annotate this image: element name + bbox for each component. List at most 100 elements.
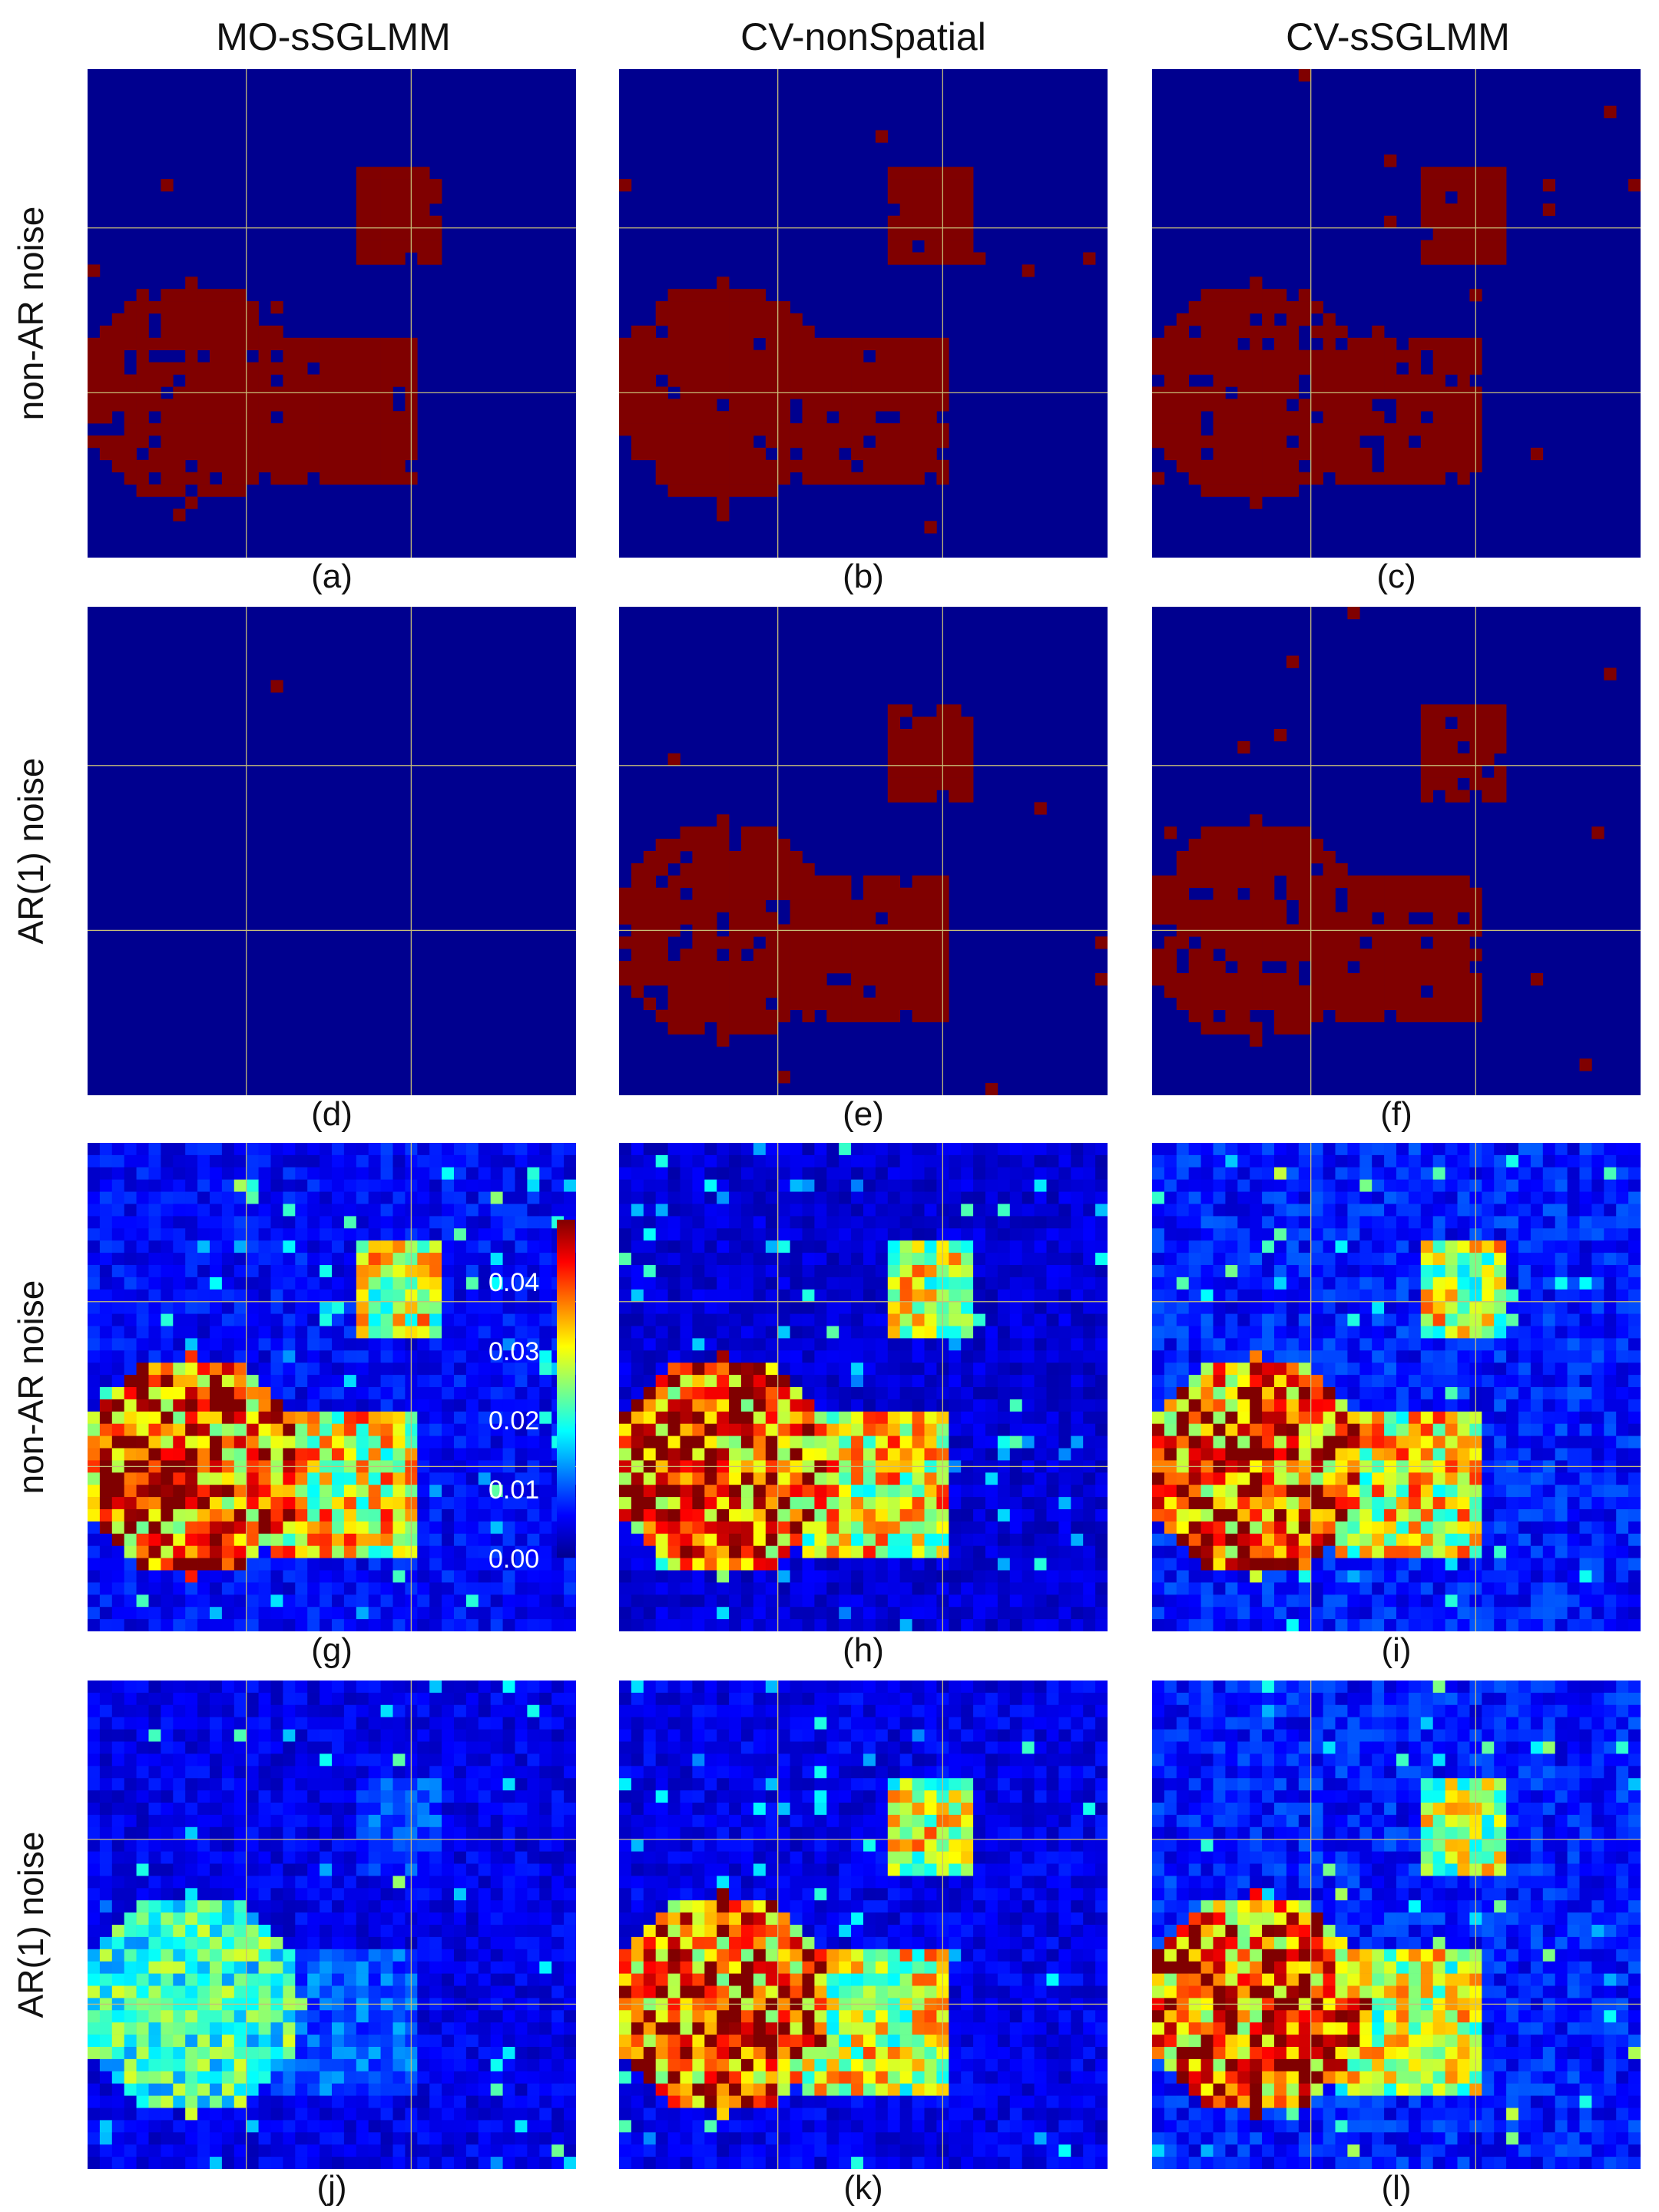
heatmap-cell [777, 839, 790, 852]
heatmap-cell [283, 349, 296, 363]
heatmap-cell [839, 985, 852, 998]
heatmap-cell [1083, 1289, 1096, 1303]
heatmap-cell [197, 1387, 210, 1400]
heatmap-cell [899, 936, 912, 949]
heatmap-cell [148, 1154, 161, 1168]
heatmap-cell [765, 851, 779, 864]
heatmap-cell [502, 1253, 515, 1266]
heatmap-cell [429, 1423, 442, 1436]
heatmap-cell [741, 1399, 754, 1412]
heatmap-cell [961, 1326, 974, 1339]
heatmap-cell [790, 1228, 803, 1241]
heatmap-cell [680, 1143, 693, 1156]
heatmap-cell [765, 484, 779, 497]
heatmap-cell [875, 374, 889, 387]
heatmap-cell [692, 863, 705, 876]
heatmap-cell [136, 472, 149, 485]
heatmap-cell [356, 1253, 369, 1266]
heatmap-cell [753, 1265, 767, 1278]
heatmap-cell [1457, 472, 1470, 485]
heatmap-cell [246, 1399, 259, 1412]
heatmap-cell [1335, 459, 1348, 473]
heatmap-cell [1152, 875, 1165, 889]
heatmap-cell [729, 447, 742, 461]
heatmap-cell [814, 435, 827, 449]
heatmap-cell [1274, 973, 1287, 986]
heatmap-cell [124, 1301, 137, 1314]
heatmap-cell [88, 1204, 101, 1217]
heatmap-cell [1188, 423, 1201, 436]
heatmap-cell [717, 814, 730, 827]
heatmap-cell [717, 936, 730, 949]
heatmap-cell [851, 1228, 864, 1241]
heatmap-cell [704, 349, 717, 363]
heatmap-cell [851, 1167, 864, 1181]
heatmap-cell [875, 1533, 889, 1547]
panel-b [619, 69, 1108, 558]
heatmap-cell [692, 349, 705, 363]
heatmap-cell [887, 374, 901, 387]
heatmap-cell [839, 1313, 852, 1326]
heatmap-cell [1046, 1375, 1059, 1388]
heatmap-cell [392, 191, 406, 204]
heatmap-cell [124, 1143, 137, 1156]
heatmap-cell [99, 1607, 113, 1620]
heatmap-cell [283, 374, 296, 387]
heatmap-cell [173, 1363, 186, 1376]
heatmap-cell [692, 1253, 705, 1266]
heatmap-cell [1022, 1191, 1035, 1204]
heatmap-cell [283, 1399, 296, 1412]
heatmap-cell [551, 1191, 565, 1204]
heatmap-cell [753, 1521, 767, 1535]
heatmap-cell [356, 1350, 369, 1363]
heatmap-cell [478, 1521, 492, 1535]
heatmap-cell [197, 1204, 210, 1217]
heatmap-cell [185, 1204, 198, 1217]
heatmap-cell [465, 1497, 479, 1510]
heatmap-cell [307, 1301, 320, 1314]
heatmap-cell [973, 1387, 986, 1400]
heatmap-cell [765, 1448, 779, 1461]
heatmap-cell [197, 1240, 210, 1253]
heatmap-cell [258, 423, 271, 436]
heatmap-cell [332, 1607, 345, 1620]
heatmap-cell [1396, 961, 1409, 974]
heatmap-cell [1384, 423, 1397, 436]
heatmap-cell [99, 325, 113, 339]
heatmap-cell [765, 459, 779, 473]
heatmap-cell [985, 1350, 998, 1363]
heatmap-cell [1009, 1313, 1023, 1326]
heatmap-cell [1372, 973, 1385, 986]
heatmap-cell [619, 179, 632, 192]
heatmap-cell [667, 1313, 680, 1326]
heatmap-cell [233, 1301, 247, 1314]
heatmap-cell [899, 1399, 912, 1412]
heatmap-cell [527, 1167, 540, 1181]
heatmap-cell [1213, 289, 1226, 302]
heatmap-cell [790, 1338, 803, 1351]
heatmap-cell [887, 1485, 901, 1498]
heatmap-cell [221, 1497, 235, 1510]
heatmap-cell [692, 362, 705, 375]
heatmap-cell [88, 1277, 101, 1290]
heatmap-cell [246, 374, 259, 387]
heatmap-cell [551, 1143, 565, 1156]
heatmap-cell [887, 1363, 901, 1376]
heatmap-cell [717, 325, 730, 339]
heatmap-cell [1274, 899, 1287, 912]
heatmap-cell [221, 1387, 235, 1400]
heatmap-cell [1274, 1009, 1287, 1022]
heatmap-cell [527, 1313, 540, 1326]
heatmap-cell [233, 1143, 247, 1156]
heatmap-cell [814, 1143, 827, 1156]
heatmap-cell [246, 325, 259, 339]
heatmap-cell [99, 1253, 113, 1266]
heatmap-cell [887, 985, 901, 998]
heatmap-cell [539, 1338, 552, 1351]
heatmap-cell [643, 1497, 657, 1510]
heatmap-cell [729, 1277, 742, 1290]
heatmap-cell [704, 435, 717, 449]
heatmap-cell [741, 1301, 754, 1314]
heatmap-cell [320, 1497, 333, 1510]
heatmap-cell [680, 1179, 693, 1192]
